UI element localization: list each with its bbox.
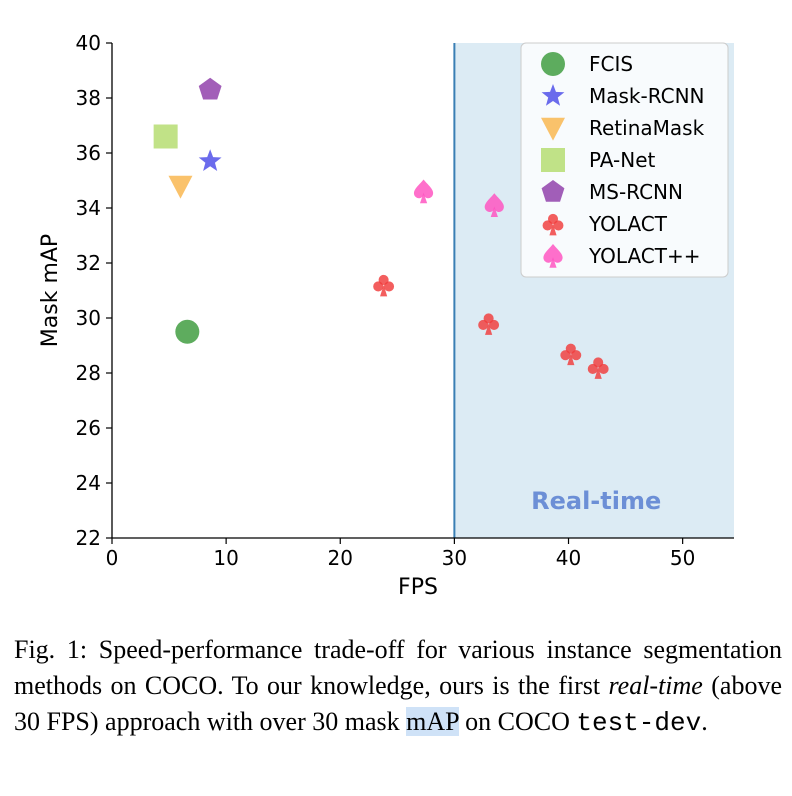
y-tick-label: 34 (76, 196, 101, 220)
legend-marker-ms-rcnn (541, 180, 565, 202)
caption-mono: test-dev (576, 708, 702, 738)
caption-after: on COCO (458, 707, 577, 736)
legend-marker-retinamask (541, 117, 565, 141)
point-retinamask (168, 175, 193, 199)
y-tick-label: 40 (76, 31, 101, 55)
axes: 0 10 20 30 40 50 22 24 26 28 30 32 34 36 38 40 (76, 31, 734, 570)
y-tick-label: 32 (76, 251, 101, 275)
legend-label-yolact: YOLACT++ (588, 244, 701, 268)
legend-marker-mask-rcnn (541, 84, 565, 106)
caption-italic: real-time (608, 671, 703, 700)
legend-box (520, 42, 729, 278)
x-tick-label: 0 (106, 546, 119, 570)
y-axis-label: Mask mAP (38, 234, 63, 347)
caption-middle: (above 30 FPS) approach with over 30 mas… (14, 671, 782, 736)
point-mask-rcnn (198, 149, 222, 171)
point-yolact (478, 313, 500, 335)
caption-prefix: Fig. 1: Speed-performance trade-off for … (14, 635, 782, 700)
scatter-chart: Real-time 0 10 20 30 40 50 22 24 26 28 30 32 34 36 38 4… (38, 31, 734, 600)
point-yolact (484, 193, 504, 218)
legend-label-retinamask: RetinaMask (589, 116, 705, 140)
x-axis-label: FPS (398, 575, 438, 600)
x-tick-label: 20 (328, 546, 353, 570)
figure-caption: Fig. 1: Speed-performance trade-off for … (14, 632, 782, 741)
point-ms-rcnn (198, 77, 222, 100)
y-tick-label: 24 (76, 471, 101, 495)
realtime-label: Real-time (531, 487, 661, 515)
data-points (153, 77, 609, 379)
legend: FCIS Mask-RCNN RetinaMask PA-Net MS-RCNN YOLA… (520, 42, 729, 278)
x-tick-label: 30 (442, 546, 467, 570)
point-yolact (587, 357, 609, 379)
legend-label-fcis: FCIS (589, 52, 633, 76)
y-tick-label: 38 (76, 86, 101, 110)
y-tick-label: 28 (76, 361, 101, 385)
point-yolact (373, 274, 395, 297)
legend-marker-yolact (542, 213, 564, 236)
legend-label-yolact: YOLACT (588, 212, 668, 236)
caption-end: . (701, 707, 708, 736)
point-yolact (413, 179, 434, 204)
legend-marker-pa-net (541, 148, 565, 172)
legend-label-pa-net: PA-Net (589, 148, 656, 172)
legend-marker-yolact (543, 244, 563, 268)
point-fcis (175, 319, 200, 344)
x-tick-label: 40 (556, 546, 581, 570)
point-yolact (560, 343, 582, 366)
y-tick-label: 36 (76, 141, 101, 165)
legend-label-ms-rcnn: MS-RCNN (589, 180, 683, 204)
y-tick-label: 26 (76, 416, 101, 440)
caption-highlight: mAP (406, 707, 459, 736)
legend-label-mask-rcnn: Mask-RCNN (589, 84, 705, 108)
point-pa-net (153, 124, 178, 149)
y-tick-label: 22 (76, 526, 101, 550)
legend-marker-fcis (541, 52, 565, 76)
x-tick-label: 10 (213, 546, 238, 570)
y-tick-label: 30 (76, 306, 101, 330)
x-tick-label: 50 (670, 546, 695, 570)
